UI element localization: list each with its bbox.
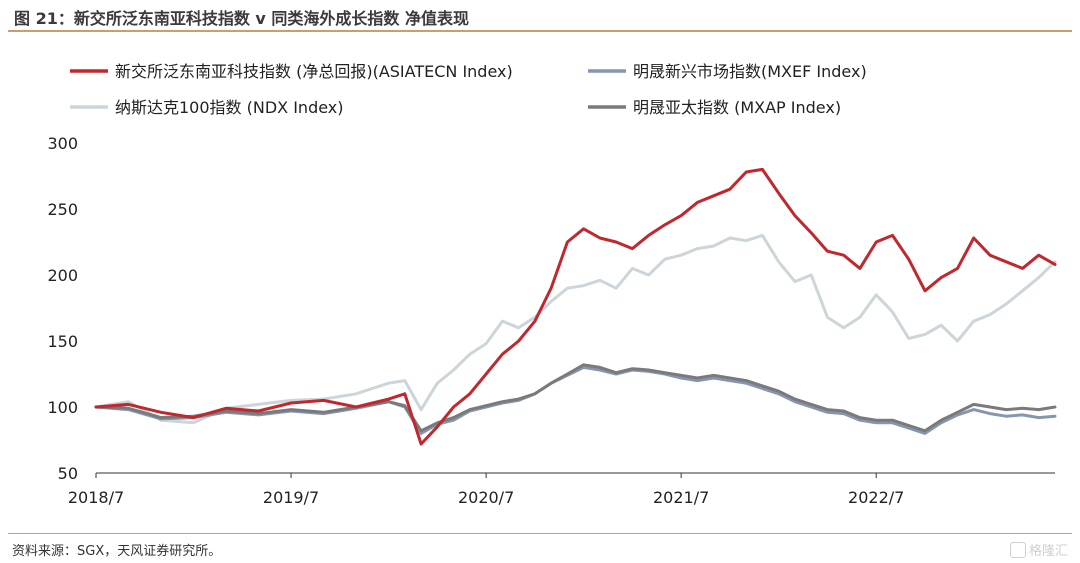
y-tick-label: 150 [47, 332, 78, 351]
y-tick-label: 200 [47, 266, 78, 285]
y-tick-label: 300 [47, 134, 78, 153]
series-line-0 [94, 167, 1057, 446]
legend: 新交所泛东南亚科技指数 (净总回报)(ASIATECN Index) 明晟新兴市场… [70, 62, 867, 117]
series-line-3 [94, 363, 1057, 433]
series-line-2 [94, 233, 1057, 425]
series-line-1 [94, 365, 1057, 435]
x-tick-label: 2022/7 [848, 488, 904, 507]
x-axis: 2018/7 2019/7 2020/7 2021/7 2022/7 [68, 472, 1055, 507]
plot-lines [94, 167, 1057, 446]
watermark: 格隆汇 [1009, 540, 1068, 559]
y-tick-label: 50 [58, 464, 78, 483]
legend-label: 明晟亚太指数 (MXAP Index) [633, 98, 841, 117]
legend-label: 明晟新兴市场指数(MXEF Index) [633, 62, 867, 81]
top-rule [8, 30, 1072, 32]
y-tick-label: 250 [47, 200, 78, 219]
watermark-text: 格隆汇 [1028, 544, 1068, 559]
bottom-rule [8, 533, 1072, 534]
y-axis: 50 100 150 200 250 300 [47, 134, 78, 483]
x-tick-label: 2021/7 [653, 488, 709, 507]
watermark-logo-icon [1009, 542, 1026, 558]
legend-label: 新交所泛东南亚科技指数 (净总回报)(ASIATECN Index) [115, 62, 513, 81]
legend-label: 纳斯达克100指数 (NDX Index) [115, 98, 344, 117]
x-tick-label: 2019/7 [263, 488, 319, 507]
x-tick-label: 2020/7 [458, 488, 514, 507]
figure-title: 图 21：新交所泛东南亚科技指数 v 同类海外成长指数 净值表现 [14, 9, 469, 28]
x-tick-label: 2018/7 [68, 488, 124, 507]
source-note: 资料来源：SGX，天风证券研究所。 [12, 544, 222, 559]
y-tick-label: 100 [47, 398, 78, 417]
